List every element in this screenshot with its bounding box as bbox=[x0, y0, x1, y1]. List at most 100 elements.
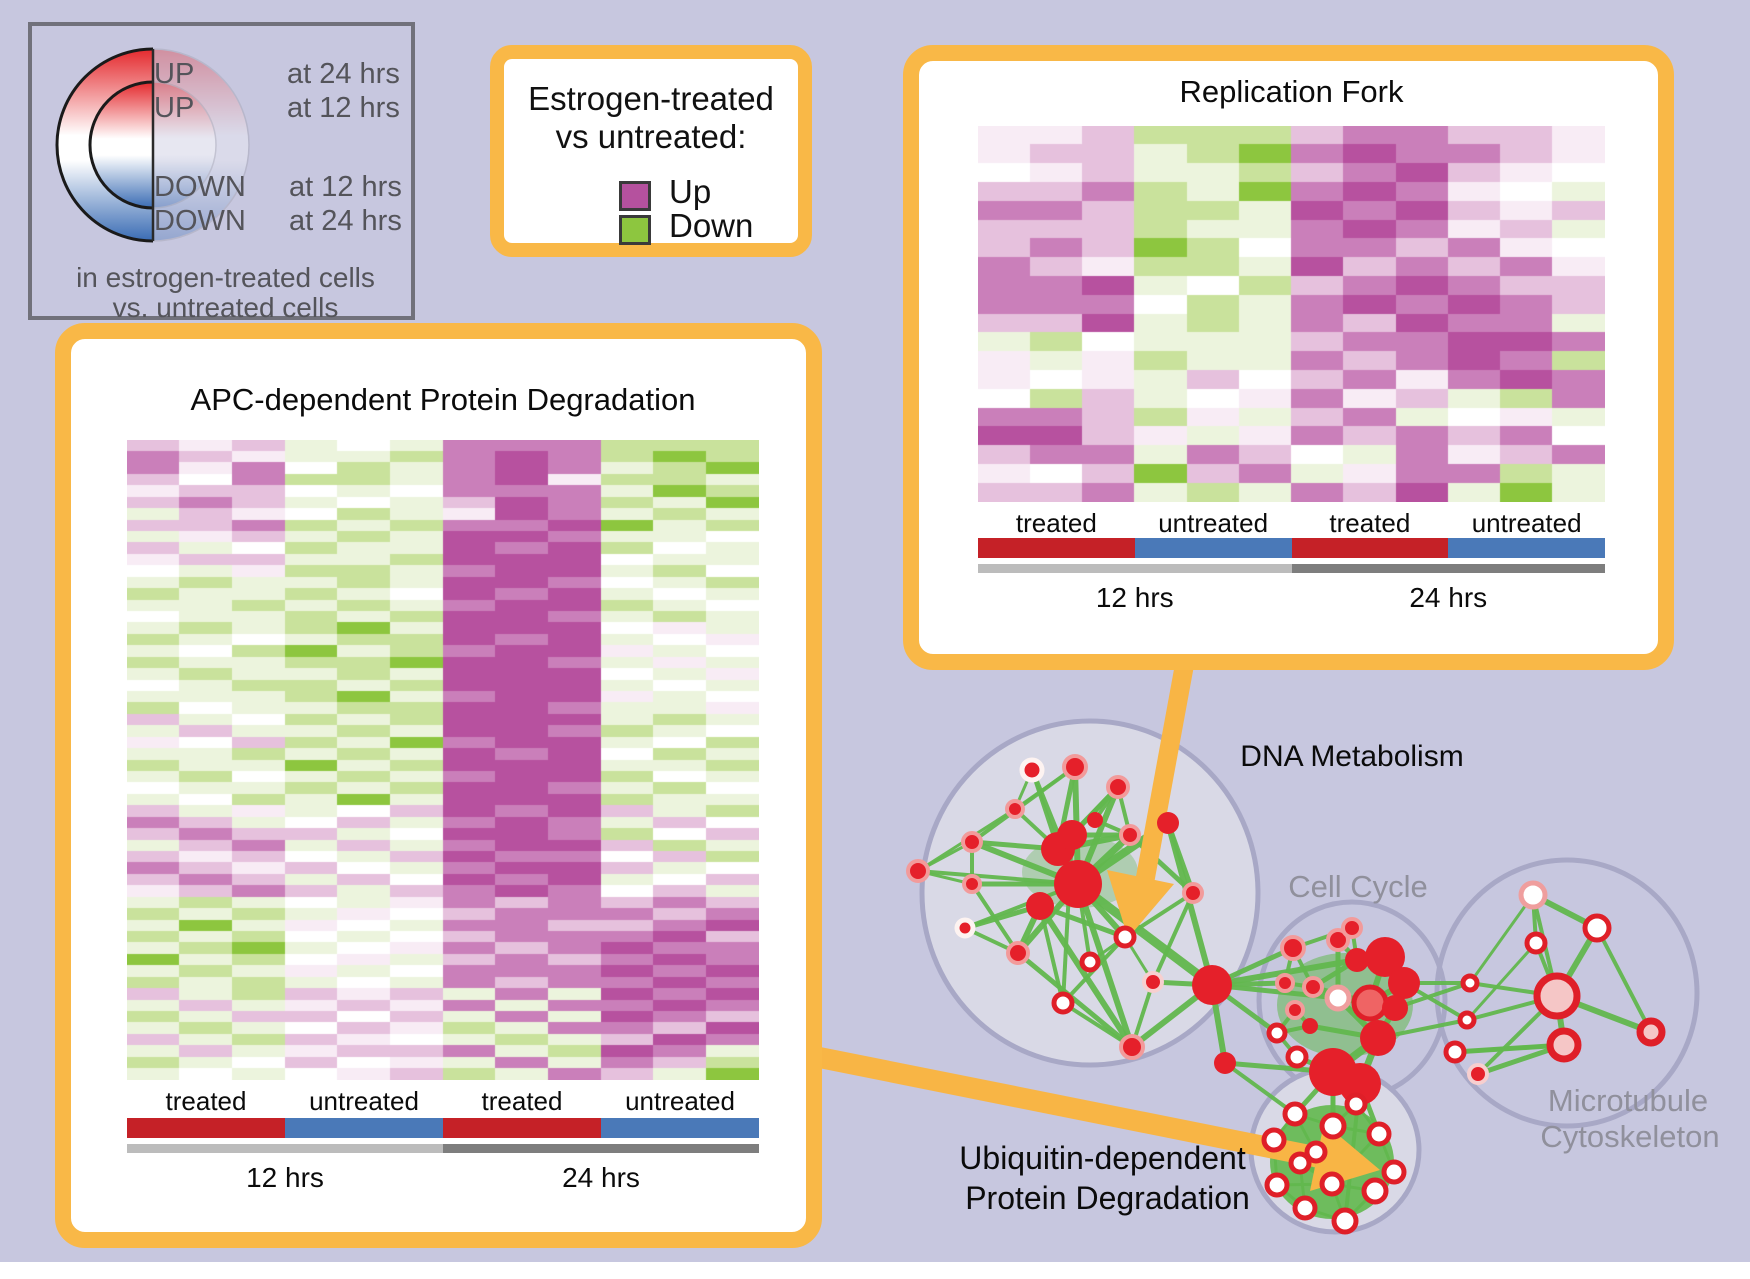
untreated-bar-segment bbox=[285, 1118, 443, 1138]
treated-bar-segment bbox=[127, 1118, 285, 1138]
cluster-label-cell-cycle: Cell Cycle bbox=[1288, 869, 1428, 904]
apc-time-labels: 12 hrs 24 hrs bbox=[127, 1162, 759, 1194]
network-node bbox=[1054, 860, 1102, 908]
legend-up12-dir: UP bbox=[154, 92, 195, 124]
network-node bbox=[1546, 1027, 1582, 1063]
network-node bbox=[1113, 925, 1137, 949]
network-edge bbox=[1016, 951, 1134, 1049]
network-node bbox=[1282, 1101, 1308, 1127]
network-node bbox=[1341, 917, 1363, 939]
network-edge bbox=[1465, 941, 1538, 1022]
network-edge bbox=[1165, 822, 1215, 986]
network-node bbox=[1533, 972, 1581, 1020]
network-node bbox=[1005, 799, 1025, 819]
network-node bbox=[1326, 928, 1350, 952]
repfork-time-labels: 12 hrs 24 hrs bbox=[978, 582, 1605, 614]
network-edge bbox=[1211, 957, 1358, 988]
apc-time-bar bbox=[127, 1144, 759, 1153]
legend-down12-time: at 12 hrs bbox=[289, 171, 402, 203]
apc-panel-title: APC-dependent Protein Degradation bbox=[190, 382, 696, 417]
network-node bbox=[1266, 1022, 1288, 1044]
repfork-treatment-bar bbox=[978, 538, 1605, 558]
panel-to-cluster-arrow bbox=[1131, 660, 1195, 904]
bar-12hrs bbox=[978, 564, 1292, 573]
network-node bbox=[954, 917, 976, 939]
network-node bbox=[1119, 1034, 1145, 1060]
network-node bbox=[1467, 1063, 1489, 1085]
network-node bbox=[1443, 1040, 1467, 1064]
treated-bar-segment bbox=[1291, 538, 1449, 558]
network-node bbox=[1261, 1127, 1287, 1153]
network-node bbox=[1264, 1172, 1290, 1198]
bottom-margin bbox=[0, 1262, 1750, 1279]
network-node bbox=[962, 874, 982, 894]
network-node bbox=[1280, 935, 1306, 961]
concentric-circle-legend-icon bbox=[55, 47, 250, 243]
up-label: Up bbox=[669, 173, 712, 210]
estrogen-legend-title-line1: Estrogen-treated bbox=[528, 80, 774, 117]
group-label: untreated bbox=[1158, 508, 1269, 538]
network-node bbox=[1302, 976, 1324, 998]
untreated-bar-segment bbox=[1448, 538, 1605, 558]
group-label: treated bbox=[1329, 508, 1411, 538]
down-label: Down bbox=[669, 207, 754, 244]
network-node bbox=[1339, 1063, 1381, 1105]
legend-down24-dir: DOWN bbox=[154, 205, 246, 237]
network-node bbox=[1319, 1171, 1345, 1197]
network-node bbox=[1157, 812, 1179, 834]
legend-footer-line1: in estrogen-treated cells bbox=[76, 262, 375, 293]
network-edge bbox=[1454, 1042, 1565, 1055]
legend-up24-time: at 24 hrs bbox=[287, 58, 400, 90]
treated-bar-segment bbox=[443, 1118, 601, 1138]
network-node bbox=[1382, 995, 1408, 1021]
group-label: untreated bbox=[309, 1086, 419, 1116]
apc-heatmap bbox=[127, 440, 759, 1080]
legend-footer-line2: vs. untreated cells bbox=[112, 292, 339, 323]
network-edge bbox=[1223, 1061, 1297, 1116]
network-node bbox=[1324, 984, 1352, 1012]
updown-circle-legend: UP at 24 hrs UP at 12 hrs DOWN at 12 hrs… bbox=[28, 22, 415, 323]
network-node bbox=[1331, 1207, 1359, 1235]
network-node bbox=[1106, 775, 1130, 799]
network-node bbox=[1057, 820, 1087, 850]
cluster-label-ubiquitin-line2: Protein Degradation bbox=[965, 1180, 1250, 1216]
network-node bbox=[1345, 948, 1369, 972]
network-node bbox=[1119, 824, 1141, 846]
network-node bbox=[1214, 1052, 1236, 1074]
time-label: 12 hrs bbox=[1095, 582, 1174, 613]
network-node bbox=[1087, 812, 1103, 828]
network-node bbox=[1381, 1159, 1407, 1185]
legend-down12-dir: DOWN bbox=[154, 171, 246, 203]
network-node bbox=[1351, 984, 1389, 1022]
bar-12hrs bbox=[127, 1144, 443, 1153]
repfork-panel-title: Replication Fork bbox=[1179, 74, 1404, 109]
network-edge bbox=[970, 882, 1020, 955]
network-node bbox=[1026, 892, 1054, 920]
network-edge bbox=[1394, 981, 1471, 1010]
network-node bbox=[1344, 1092, 1368, 1116]
network-node bbox=[1319, 1112, 1347, 1140]
group-label: untreated bbox=[625, 1086, 735, 1116]
untreated-bar-segment bbox=[1134, 538, 1292, 558]
network-edge bbox=[1151, 892, 1195, 983]
network-node bbox=[1360, 1020, 1396, 1056]
network-node bbox=[1285, 1045, 1309, 1069]
bar-24hrs bbox=[443, 1144, 759, 1153]
time-label: 24 hrs bbox=[1409, 582, 1488, 613]
network-node bbox=[906, 859, 930, 883]
group-label: untreated bbox=[1471, 508, 1582, 538]
network-edge bbox=[1075, 883, 1135, 1048]
network-edge bbox=[1075, 880, 1215, 989]
network-node bbox=[1524, 931, 1548, 955]
time-label: 12 hrs bbox=[246, 1162, 324, 1193]
network-node bbox=[1285, 1000, 1305, 1020]
network-node bbox=[1006, 941, 1030, 965]
network-node bbox=[1518, 880, 1548, 910]
network-node bbox=[1457, 1010, 1477, 1030]
cluster-label-cytoskeleton: Cytoskeleton bbox=[1540, 1119, 1720, 1154]
network-node bbox=[1388, 967, 1420, 999]
estrogen-color-legend: Estrogen-treated vs untreated: Up Down bbox=[490, 45, 812, 257]
network-edge bbox=[1595, 927, 1653, 1033]
